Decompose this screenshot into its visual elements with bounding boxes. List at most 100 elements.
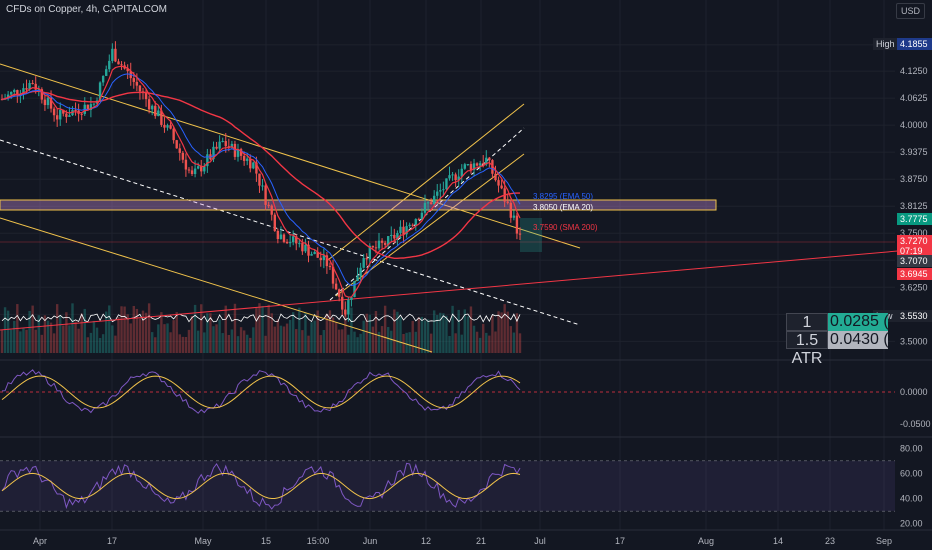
volume-bar xyxy=(31,305,34,353)
main-pane xyxy=(0,0,895,355)
candle-body xyxy=(157,110,160,117)
volume-bar xyxy=(387,326,390,353)
candle-body xyxy=(307,244,310,256)
candle-body xyxy=(451,174,454,176)
zone-rectangle xyxy=(0,199,717,211)
volume-bar xyxy=(261,306,264,353)
candle-body xyxy=(442,189,445,191)
candle-body xyxy=(135,81,139,86)
time-tick: 14 xyxy=(773,536,783,546)
candle-body xyxy=(117,61,120,65)
candle-body xyxy=(319,257,322,261)
candle-body xyxy=(46,97,50,106)
time-tick: 17 xyxy=(107,536,117,546)
candle-body xyxy=(68,115,71,117)
candle-body xyxy=(13,90,16,92)
volume-bar xyxy=(37,315,40,353)
volume-bar xyxy=(485,332,488,353)
candle-body xyxy=(402,226,405,235)
candle-body xyxy=(322,255,326,261)
candle-body xyxy=(460,168,463,177)
candle-body xyxy=(43,99,47,106)
volume-bar xyxy=(123,306,126,353)
volume-bar xyxy=(230,329,234,353)
candle-body xyxy=(350,297,353,300)
volume-bar xyxy=(350,307,353,353)
time-tick: Aug xyxy=(698,536,714,546)
volume-bar xyxy=(55,304,59,353)
volume-bar xyxy=(169,332,172,353)
volume-bar xyxy=(117,316,120,353)
price-label-text: 07:19 xyxy=(900,246,923,256)
atr-label-1: 1 ATR xyxy=(786,313,828,349)
candle-body xyxy=(408,224,411,227)
volume-bar xyxy=(150,332,154,353)
volume-bar xyxy=(423,320,427,353)
currency-button[interactable]: USD xyxy=(896,3,926,19)
candle-body xyxy=(436,191,439,196)
volume-bar xyxy=(86,337,90,353)
volume-bar xyxy=(138,318,142,353)
candle-body xyxy=(9,91,13,95)
volume-bar xyxy=(445,315,448,353)
volume-bar xyxy=(252,327,255,353)
volume-bar xyxy=(224,305,227,353)
candle-body xyxy=(150,105,154,110)
price-tick: 3.7500 xyxy=(900,228,928,238)
price-tick: 4.0000 xyxy=(900,120,928,130)
volume-bar xyxy=(295,329,298,353)
volume-bar xyxy=(80,313,83,353)
volume-bar xyxy=(307,335,310,353)
volume-bar xyxy=(518,333,522,353)
candle-body xyxy=(426,202,430,204)
volume-bar xyxy=(512,332,516,353)
candle-body xyxy=(478,163,482,166)
candle-body xyxy=(184,159,188,170)
trendline-upper xyxy=(0,63,581,249)
candle-body xyxy=(497,180,500,186)
time-tick: Apr xyxy=(33,536,47,546)
volume-bar xyxy=(206,313,209,353)
volume-bar xyxy=(365,313,368,353)
volume-bar xyxy=(141,310,145,353)
volume-bar xyxy=(196,330,200,353)
candle-body xyxy=(218,141,221,149)
candle-body xyxy=(423,202,427,213)
volume-bar xyxy=(408,332,411,353)
candle-body xyxy=(227,146,231,148)
volume-bar xyxy=(454,333,457,353)
volume-bar xyxy=(362,320,365,353)
candle-body xyxy=(475,163,479,166)
candle-body xyxy=(249,158,252,169)
time-tick: 17 xyxy=(615,536,625,546)
price-label xyxy=(897,213,932,225)
grid xyxy=(0,0,932,531)
volume-bar xyxy=(301,330,304,353)
candle-body xyxy=(105,69,108,76)
price-label xyxy=(897,255,932,267)
volume-bar xyxy=(368,314,372,353)
volume-bar xyxy=(242,330,246,353)
volume-bar xyxy=(429,333,433,353)
volume-bar xyxy=(34,329,37,353)
candle-body xyxy=(196,166,200,169)
candle-body xyxy=(512,215,516,218)
candle-body xyxy=(371,245,375,248)
ma-labels: 3.8295 (EMA 50) 3.8050 (EMA 20) 3.7590 (SM… xyxy=(533,192,598,232)
candle-body xyxy=(49,97,53,109)
candle-body xyxy=(144,92,148,100)
macd-signal-line xyxy=(1,375,521,409)
volume-bar xyxy=(279,325,283,353)
candle-body xyxy=(25,88,28,90)
candle-body xyxy=(74,109,77,111)
candle-body xyxy=(485,157,488,165)
candle-body xyxy=(310,254,313,256)
candle-body xyxy=(230,143,234,148)
candle-body xyxy=(500,185,503,189)
volume-bar xyxy=(114,335,117,353)
volume-bar xyxy=(59,315,62,353)
price-tick: 3.9375 xyxy=(900,147,928,157)
volume-bar xyxy=(221,333,224,353)
